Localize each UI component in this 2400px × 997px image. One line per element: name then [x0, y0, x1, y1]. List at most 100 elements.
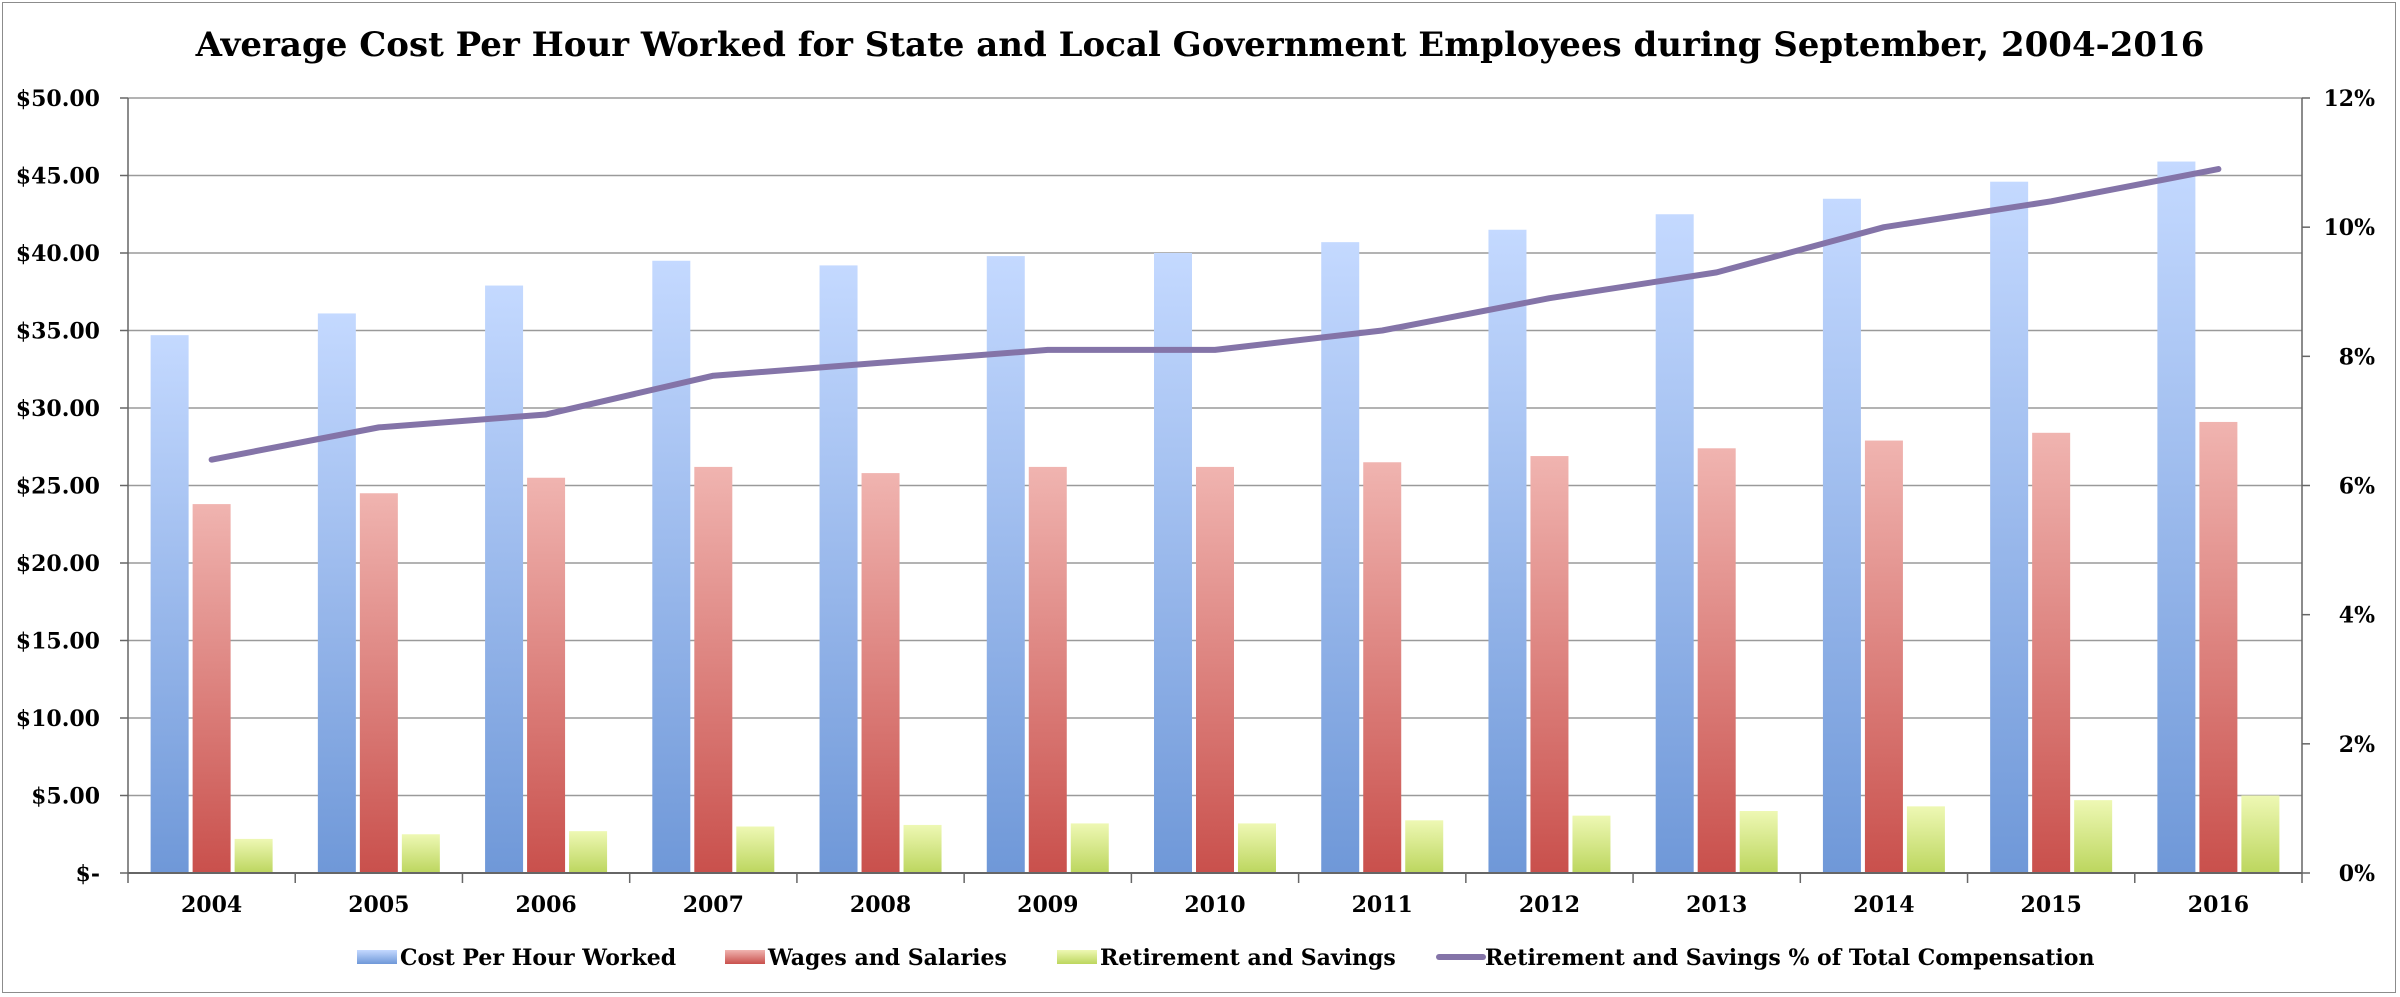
x-tick-label: 2004: [181, 892, 242, 918]
legend-label: Retirement and Savings: [1100, 945, 1396, 971]
legend-label: Retirement and Savings % of Total Compen…: [1485, 945, 2094, 971]
left-tick-label: $-: [76, 861, 100, 887]
line-point: [879, 361, 882, 364]
bar-retirement-savings: [1739, 811, 1778, 873]
right-tick-label: 0%: [2339, 861, 2375, 887]
left-tick-label: $30.00: [16, 396, 100, 422]
left-tick-label: $35.00: [16, 319, 100, 345]
left-axis-ticks: $- $5.00 $10.00 $15.00 $20.00 $25.00 $30.00 $35…: [16, 86, 128, 887]
bar-wages-salaries: [359, 493, 398, 873]
bar-wages-salaries: [694, 466, 733, 873]
x-tick-label: 2010: [1184, 892, 1245, 918]
bar-wages-salaries: [192, 504, 231, 873]
bar-retirement-savings: [401, 834, 440, 873]
x-tick-label: 2013: [1686, 892, 1747, 918]
legend: Cost Per Hour Worked Wages and Salaries Re…: [357, 945, 2094, 971]
line-point: [1381, 329, 1384, 332]
bar-wages-salaries: [861, 473, 900, 873]
legend-swatch: [357, 950, 397, 964]
bar-cost-per-hour: [1321, 242, 1360, 873]
bar-wages-salaries: [1196, 466, 1234, 873]
legend-retirement-pct: Retirement and Savings % of Total Compen…: [1436, 945, 2094, 971]
right-axis-ticks: 0% 2% 4% 6% 8% 10% 12%: [2302, 86, 2375, 887]
left-tick-label: $15.00: [16, 629, 100, 655]
line-point: [1214, 348, 1216, 351]
bar-cost-per-hour: [1822, 198, 1861, 873]
legend-cost-per-hour: Cost Per Hour Worked: [357, 945, 676, 971]
bar-wages-salaries: [527, 477, 566, 873]
bar-retirement-savings: [1572, 815, 1611, 873]
line-point: [1882, 226, 1885, 229]
right-tick-label: 2%: [2339, 732, 2375, 758]
line-point: [377, 426, 380, 429]
bar-retirement-savings: [903, 824, 942, 873]
x-tick-label: 2014: [1853, 892, 1914, 918]
legend-swatch: [1057, 950, 1097, 964]
bar-cost-per-hour: [819, 265, 858, 873]
x-tick-label: 2005: [348, 892, 409, 918]
bar-wages-salaries: [2199, 421, 2238, 873]
bar-wages-salaries: [1530, 456, 1569, 873]
left-tick-label: $5.00: [31, 784, 100, 810]
right-tick-label: 8%: [2339, 344, 2375, 370]
line-point: [1548, 297, 1551, 300]
legend-wages-salaries: Wages and Salaries: [725, 945, 1007, 971]
bar-cost-per-hour: [2157, 161, 2196, 874]
left-tick-label: $40.00: [16, 241, 100, 267]
bar-cost-per-hour: [150, 335, 189, 873]
bar-wages-salaries: [1864, 440, 1903, 873]
bar-cost-per-hour: [986, 256, 1025, 874]
line-point: [712, 374, 715, 377]
line-point: [2050, 200, 2053, 203]
line-series: [208, 166, 2222, 463]
bar-retirement-savings: [736, 826, 775, 873]
x-tick-label: 2016: [2188, 892, 2249, 918]
right-tick-label: 12%: [2323, 86, 2375, 112]
bar-retirement-savings: [1238, 823, 1276, 873]
right-tick-label: 4%: [2339, 603, 2375, 629]
x-tick-label: 2009: [1017, 892, 1078, 918]
bar-retirement-savings: [569, 831, 608, 873]
bar-cost-per-hour: [1154, 253, 1192, 873]
bar-cost-per-hour: [652, 260, 691, 873]
bar-wages-salaries: [1363, 462, 1402, 873]
x-tick-label: 2012: [1519, 892, 1580, 918]
left-tick-label: $10.00: [16, 706, 100, 732]
bar-retirement-savings: [234, 838, 273, 873]
bars: [150, 161, 2280, 874]
bar-cost-per-hour: [1488, 229, 1527, 873]
left-tick-label: $20.00: [16, 551, 100, 577]
right-tick-label: 6%: [2339, 474, 2375, 500]
left-tick-label: $45.00: [16, 164, 100, 190]
bar-retirement-savings: [2074, 800, 2113, 873]
chart-title: Average Cost Per Hour Worked for State a…: [195, 25, 2205, 65]
line-point: [210, 458, 213, 461]
x-tick-label: 2011: [1352, 892, 1413, 918]
bar-retirement-savings: [1906, 806, 1945, 873]
bar-cost-per-hour: [485, 285, 524, 873]
left-tick-label: $25.00: [16, 474, 100, 500]
x-tick-label: 2007: [683, 892, 744, 918]
bar-retirement-savings: [1070, 823, 1109, 873]
x-tick-label: 2015: [2021, 892, 2082, 918]
line-point: [1715, 271, 1718, 274]
legend-label: Wages and Salaries: [767, 945, 1007, 971]
line-point: [2217, 168, 2220, 171]
x-axis-ticks: 2004 2005 2006 2007 2008 2009 2010 2011 2012 2013…: [127, 873, 2303, 918]
bar-retirement-savings: [2241, 795, 2280, 873]
line-point: [1046, 348, 1049, 351]
bar-cost-per-hour: [317, 313, 356, 873]
bar-wages-salaries: [1028, 466, 1067, 873]
bar-wages-salaries: [1697, 448, 1736, 873]
line-point: [545, 413, 548, 416]
x-tick-label: 2008: [850, 892, 911, 918]
bar-retirement-savings: [1405, 820, 1444, 873]
bar-wages-salaries: [2032, 432, 2071, 873]
left-tick-label: $50.00: [16, 86, 100, 112]
bar-cost-per-hour: [1655, 214, 1694, 873]
legend-retirement-savings: Retirement and Savings: [1057, 945, 1396, 971]
right-tick-label: 10%: [2323, 215, 2375, 241]
x-tick-label: 2006: [515, 892, 576, 918]
bar-cost-per-hour: [1990, 181, 2029, 873]
